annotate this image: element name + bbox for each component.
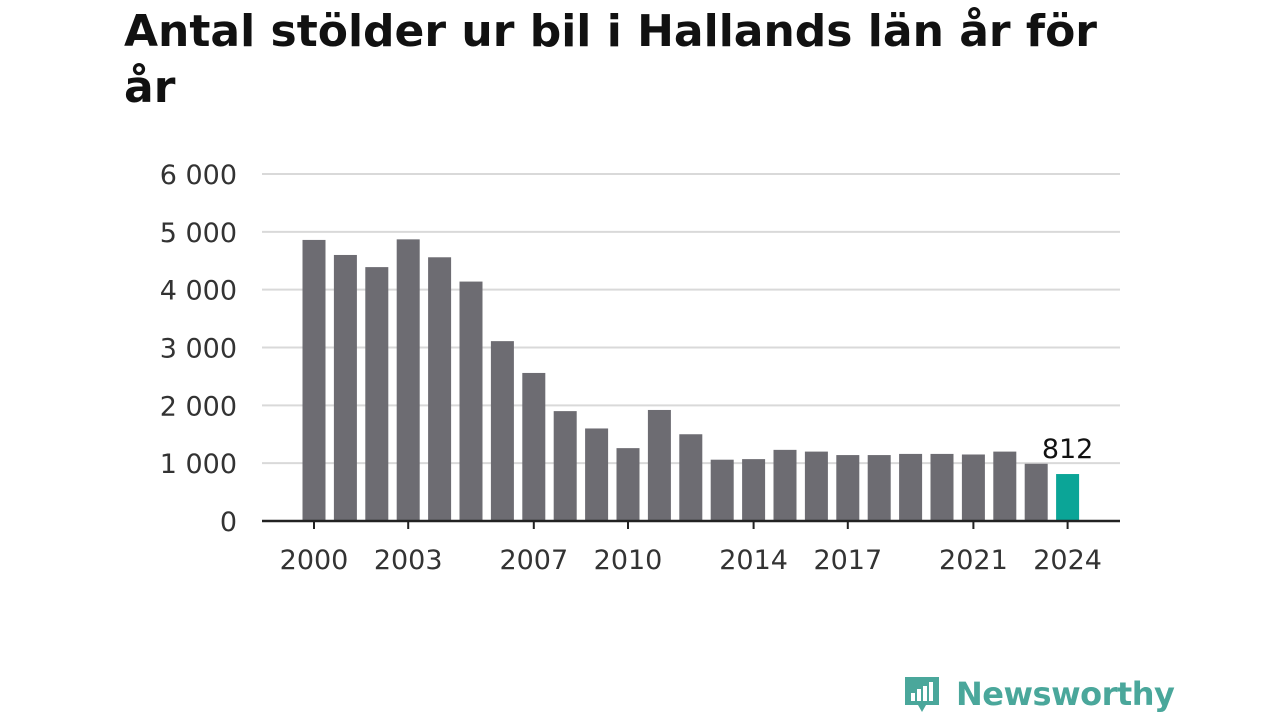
- bar-2000: [302, 239, 326, 521]
- x-tick-label: 2003: [374, 545, 443, 576]
- x-axis: [262, 519, 1120, 529]
- x-tick-label: 2007: [499, 545, 568, 576]
- bar-2017: [836, 455, 860, 521]
- bar-2007: [522, 372, 546, 521]
- y-tick-label: 6 000: [160, 160, 237, 191]
- y-tick-label: 4 000: [160, 276, 237, 307]
- bar-2019: [899, 453, 923, 521]
- newsworthy-chart-icon: [905, 677, 939, 712]
- bar-2018: [867, 455, 891, 521]
- y-tick-label: 1 000: [160, 449, 237, 480]
- bar-2014: [742, 459, 766, 521]
- x-tick-label: 2014: [719, 545, 788, 576]
- bar-2004: [428, 257, 452, 521]
- data-label-highlight: 812: [1042, 434, 1094, 465]
- bar-2005: [459, 281, 483, 521]
- bar-2009: [585, 428, 609, 521]
- bar-2012: [679, 434, 703, 521]
- bar-2010: [616, 448, 640, 521]
- y-tick-label: 3 000: [160, 334, 237, 365]
- bar-2021: [961, 454, 985, 521]
- chart-title: Antal stölder ur bil i Hallands län år f…: [124, 6, 1098, 113]
- tick-labels: 0 1 000 2 000 3 000 4 000 5 000 6 000 812 2000 20…: [160, 160, 1102, 576]
- bar-2020: [930, 453, 954, 521]
- newsworthy-logo: Newsworthy: [902, 670, 1175, 718]
- bar-2023: [1024, 463, 1048, 521]
- bar-2013: [710, 459, 734, 521]
- x-tick-label: 2010: [594, 545, 663, 576]
- bar-2006: [490, 341, 514, 521]
- brand-name: Newsworthy: [956, 675, 1175, 713]
- bar-2001: [333, 254, 357, 521]
- x-tick-label: 2017: [813, 545, 882, 576]
- bar-2016: [804, 451, 828, 521]
- x-tick-label: 2021: [939, 545, 1008, 576]
- bar-2003: [396, 239, 420, 521]
- bar-2022: [993, 451, 1017, 521]
- x-tick-label: 2024: [1033, 545, 1102, 576]
- x-tick-label: 2000: [280, 545, 349, 576]
- bar-2008: [553, 411, 577, 521]
- y-tick-label: 5 000: [160, 218, 237, 249]
- bar-2002: [365, 267, 389, 521]
- bars: [302, 239, 1080, 521]
- bar-2024: [1056, 474, 1080, 521]
- bar-2015: [773, 449, 797, 521]
- y-tick-label: 2 000: [160, 391, 237, 422]
- bar-2011: [647, 409, 671, 521]
- gridlines: [262, 173, 1120, 465]
- y-tick-label: 0: [220, 507, 237, 538]
